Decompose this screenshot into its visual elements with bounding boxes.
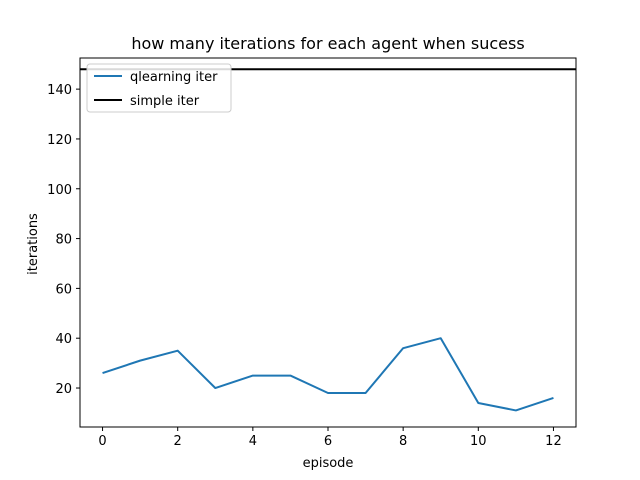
x-axis-label: episode [303,456,354,471]
y-axis-label: iterations [26,213,41,275]
legend-label: qlearning iter [130,70,218,85]
legend-label: simple iter [130,94,200,109]
x-tick-label: 10 [470,434,487,449]
y-tick-label: 20 [55,382,72,397]
legend: qlearning iter simple iter [86,63,232,113]
legend-entry-qlearning-iter: qlearning iter [94,70,218,85]
x-tick-label: 0 [98,434,106,449]
y-axis: 20 40 60 80 100 120 140 [47,83,80,397]
plot-frame [79,57,577,428]
x-tick-label: 12 [545,434,562,449]
y-tick-label: 60 [55,282,72,297]
y-tick-label: 40 [55,332,72,347]
x-tick-label: 8 [399,434,407,449]
y-tick-label: 120 [47,133,72,148]
plot-content [80,68,576,412]
x-tick-label: 6 [324,434,332,449]
chart-title: how many iterations for each agent when … [131,34,524,53]
y-tick-label: 140 [47,83,72,98]
x-axis: 0 2 4 6 8 10 12 [98,427,562,449]
y-tick-label: 100 [47,183,72,198]
x-tick-label: 4 [249,434,257,449]
plot-area [79,57,577,428]
legend-box [86,63,232,113]
x-tick-label: 2 [174,434,182,449]
y-tick-label: 80 [55,233,72,248]
series-line-qlearning-iter [102,337,554,412]
legend-entry-simple-iter: simple iter [94,94,200,109]
